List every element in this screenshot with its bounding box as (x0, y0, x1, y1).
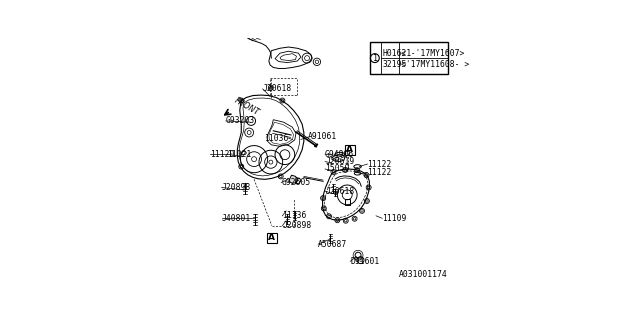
Text: < -'17MY1607>: < -'17MY1607> (401, 49, 465, 58)
Text: A: A (268, 234, 275, 243)
Text: J20898: J20898 (221, 183, 251, 192)
Text: J20618: J20618 (325, 187, 355, 196)
Text: 11109: 11109 (382, 214, 406, 223)
Text: 15050: 15050 (325, 164, 349, 173)
Text: A91061: A91061 (308, 132, 337, 141)
Text: J40801: J40801 (221, 214, 251, 223)
Text: D91601: D91601 (350, 257, 380, 266)
Text: J20898: J20898 (282, 221, 312, 230)
Text: <'17MY11608- >: <'17MY11608- > (401, 60, 470, 69)
Polygon shape (289, 175, 298, 183)
Text: 11120: 11120 (210, 150, 235, 159)
Polygon shape (314, 144, 317, 147)
Text: J20619: J20619 (325, 157, 355, 166)
Text: A031001174: A031001174 (399, 270, 447, 279)
Text: 11136: 11136 (282, 211, 307, 220)
Text: 11122: 11122 (367, 160, 392, 169)
Text: H01621: H01621 (383, 49, 412, 58)
Text: J20618: J20618 (262, 84, 292, 93)
Text: A: A (346, 145, 353, 154)
Text: 1: 1 (358, 258, 362, 263)
Text: G93203: G93203 (226, 116, 255, 125)
Text: 11036: 11036 (264, 134, 289, 143)
Text: G92605: G92605 (281, 178, 310, 187)
Text: 1: 1 (372, 54, 378, 63)
Text: 32195: 32195 (383, 60, 407, 69)
Text: FRONT: FRONT (233, 95, 261, 117)
Text: G94906: G94906 (325, 150, 355, 159)
Text: A50687: A50687 (318, 240, 348, 249)
Text: 11021: 11021 (227, 150, 252, 159)
Text: 11122: 11122 (367, 168, 392, 177)
